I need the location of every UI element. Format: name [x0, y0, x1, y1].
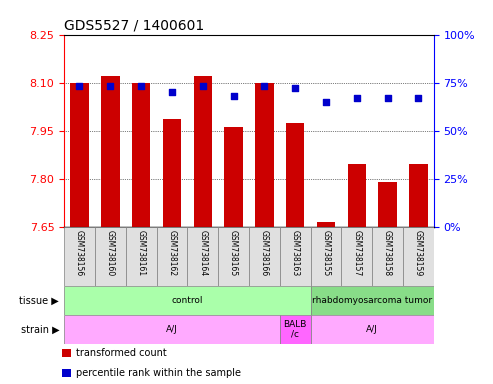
- Bar: [372, 227, 403, 286]
- Bar: [64, 315, 280, 344]
- Point: [137, 83, 145, 89]
- Text: percentile rank within the sample: percentile rank within the sample: [76, 368, 241, 378]
- Text: GSM738166: GSM738166: [260, 230, 269, 276]
- Text: GSM738155: GSM738155: [321, 230, 330, 276]
- Bar: [70, 83, 89, 227]
- Bar: [317, 222, 335, 227]
- Bar: [280, 227, 311, 286]
- Text: GSM738162: GSM738162: [168, 230, 176, 276]
- Point: [291, 85, 299, 91]
- Bar: [409, 164, 427, 227]
- Bar: [341, 227, 372, 286]
- Point: [322, 99, 330, 105]
- Text: GSM738160: GSM738160: [106, 230, 115, 276]
- Text: BALB
/c: BALB /c: [283, 319, 307, 339]
- Bar: [249, 227, 280, 286]
- Text: GDS5527 / 1400601: GDS5527 / 1400601: [64, 18, 204, 32]
- Text: GSM738157: GSM738157: [352, 230, 361, 276]
- Text: GSM738163: GSM738163: [291, 230, 300, 276]
- Bar: [311, 286, 434, 315]
- Text: GSM738161: GSM738161: [137, 230, 145, 276]
- Text: A/J: A/J: [366, 325, 378, 334]
- Point: [230, 93, 238, 99]
- Bar: [378, 182, 397, 227]
- Text: GSM738156: GSM738156: [75, 230, 84, 276]
- Bar: [126, 227, 157, 286]
- Text: GSM738164: GSM738164: [198, 230, 207, 276]
- Bar: [280, 315, 311, 344]
- Bar: [62, 369, 71, 377]
- Point: [168, 89, 176, 95]
- Point: [353, 95, 361, 101]
- Bar: [403, 227, 434, 286]
- Text: rhabdomyosarcoma tumor: rhabdomyosarcoma tumor: [312, 296, 432, 305]
- Text: strain ▶: strain ▶: [21, 324, 59, 334]
- Bar: [95, 227, 126, 286]
- Text: GSM738159: GSM738159: [414, 230, 423, 276]
- Bar: [62, 349, 71, 357]
- Text: tissue ▶: tissue ▶: [19, 295, 59, 306]
- Bar: [218, 227, 249, 286]
- Bar: [193, 76, 212, 227]
- Point: [260, 83, 268, 89]
- Bar: [286, 122, 305, 227]
- Bar: [64, 227, 95, 286]
- Bar: [101, 76, 119, 227]
- Text: transformed count: transformed count: [76, 348, 167, 358]
- Point: [75, 83, 83, 89]
- Bar: [132, 83, 150, 227]
- Bar: [311, 315, 434, 344]
- Bar: [64, 286, 311, 315]
- Text: GSM738158: GSM738158: [383, 230, 392, 276]
- Bar: [187, 227, 218, 286]
- Point: [415, 95, 423, 101]
- Text: A/J: A/J: [166, 325, 178, 334]
- Bar: [157, 227, 187, 286]
- Point: [199, 83, 207, 89]
- Point: [384, 95, 391, 101]
- Text: GSM738165: GSM738165: [229, 230, 238, 276]
- Bar: [163, 119, 181, 227]
- Bar: [224, 127, 243, 227]
- Bar: [311, 227, 341, 286]
- Bar: [348, 164, 366, 227]
- Text: control: control: [172, 296, 203, 305]
- Point: [106, 83, 114, 89]
- Bar: [255, 83, 274, 227]
